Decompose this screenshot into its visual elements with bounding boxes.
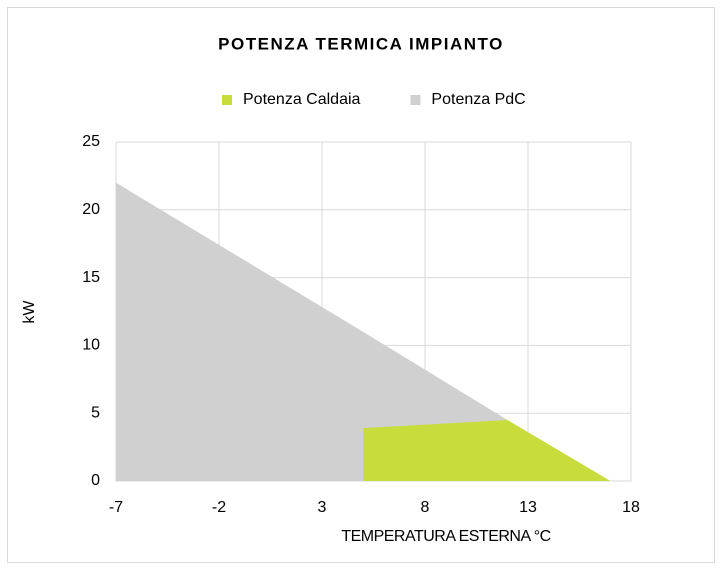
- y-axis-label: kW: [21, 300, 38, 324]
- legend-swatch: [410, 95, 421, 105]
- legend-label: Potenza Caldaia: [243, 91, 361, 108]
- x-tick-label: -2: [212, 499, 226, 516]
- legend-swatch: [222, 95, 232, 105]
- areas: [116, 182, 611, 481]
- y-tick-label: 20: [82, 201, 100, 218]
- x-tick-label: 3: [318, 499, 327, 516]
- chart-title: POTENZA TERMICA IMPIANTO: [218, 34, 504, 53]
- y-tick-label: 25: [82, 133, 100, 150]
- area: [116, 182, 611, 481]
- y-tick-label: 0: [91, 472, 100, 489]
- x-tick-label: 13: [519, 499, 537, 516]
- area: [363, 419, 611, 481]
- y-tick-label: 5: [91, 404, 100, 421]
- x-axis-label: TEMPERATURA ESTERNA °C: [341, 528, 550, 545]
- labels: 0 5 10 15 20 25 -7 -2 3 8 13 18 Potenza Caldaia Poten…: [82, 91, 640, 516]
- x-tick-label: -7: [109, 499, 123, 516]
- x-tick-label: 8: [421, 499, 430, 516]
- x-tick-label: 18: [622, 499, 640, 516]
- y-tick-label: 10: [82, 337, 100, 354]
- y-tick-label: 15: [82, 269, 100, 286]
- legend-label: Potenza PdC: [431, 91, 525, 108]
